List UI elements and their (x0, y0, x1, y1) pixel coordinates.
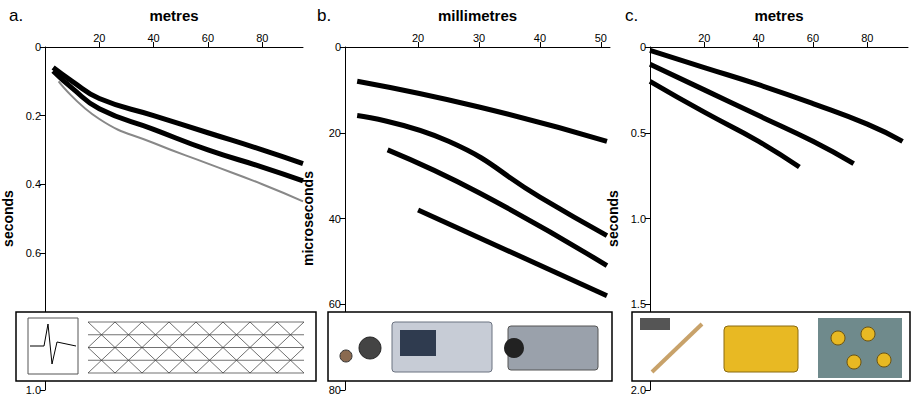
svg-text:20: 20 (93, 32, 105, 44)
svg-text:80: 80 (329, 384, 341, 396)
svg-text:metres: metres (754, 7, 803, 24)
svg-text:1.5: 1.5 (631, 298, 646, 310)
svg-text:80: 80 (861, 32, 873, 44)
svg-text:a.: a. (9, 6, 23, 25)
svg-text:40: 40 (753, 32, 765, 44)
svg-text:60: 60 (329, 298, 341, 310)
svg-text:1.0: 1.0 (631, 213, 646, 225)
svg-text:0.4: 0.4 (26, 178, 41, 190)
svg-text:c.: c. (625, 6, 638, 25)
svg-text:20: 20 (329, 127, 341, 139)
svg-text:microseconds: microseconds (300, 171, 316, 266)
svg-text:seconds: seconds (605, 190, 621, 247)
svg-text:0: 0 (35, 41, 41, 53)
svg-text:1.0: 1.0 (26, 384, 41, 396)
svg-text:50: 50 (595, 32, 607, 44)
svg-text:60: 60 (202, 32, 214, 44)
svg-text:40: 40 (534, 32, 546, 44)
svg-text:0.5: 0.5 (631, 127, 646, 139)
svg-text:0: 0 (640, 41, 646, 53)
svg-text:0: 0 (335, 41, 341, 53)
svg-text:metres: metres (149, 7, 198, 24)
svg-text:millimetres: millimetres (438, 7, 517, 24)
svg-text:40: 40 (148, 32, 160, 44)
svg-text:30: 30 (473, 32, 485, 44)
svg-text:0.2: 0.2 (26, 110, 41, 122)
svg-text:20: 20 (698, 32, 710, 44)
svg-text:seconds: seconds (0, 190, 16, 247)
svg-text:0.6: 0.6 (26, 247, 41, 259)
svg-text:40: 40 (329, 213, 341, 225)
svg-text:b.: b. (317, 6, 331, 25)
svg-text:80: 80 (256, 32, 268, 44)
svg-text:60: 60 (807, 32, 819, 44)
svg-text:20: 20 (412, 32, 424, 44)
svg-text:2.0: 2.0 (631, 384, 646, 396)
